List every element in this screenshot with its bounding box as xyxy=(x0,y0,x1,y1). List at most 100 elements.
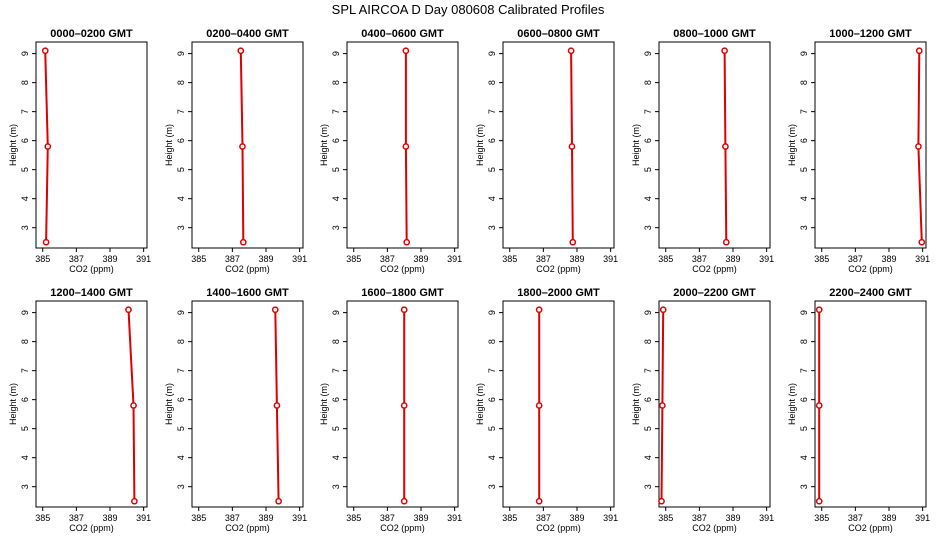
x-tick-label: 389 xyxy=(725,513,740,523)
y-tick-label: 3 xyxy=(487,225,497,230)
y-tick-label: 8 xyxy=(331,80,341,85)
data-point xyxy=(567,47,575,55)
y-tick-label: 5 xyxy=(643,167,653,172)
data-point xyxy=(400,497,408,505)
data-point xyxy=(44,143,52,150)
y-tick-label: 5 xyxy=(799,426,809,431)
x-tick-label: 387 xyxy=(692,513,707,523)
y-axis-label: Height (m) xyxy=(475,124,485,166)
data-point xyxy=(403,238,411,246)
data-point xyxy=(131,497,138,505)
y-tick-label: 5 xyxy=(487,426,497,431)
y-tick-label: 6 xyxy=(487,138,497,143)
y-tick-label: 3 xyxy=(20,484,30,489)
y-tick-label: 6 xyxy=(20,397,30,402)
y-tick-label: 4 xyxy=(331,196,341,201)
x-tick-label: 387 xyxy=(225,513,240,523)
y-tick-label: 3 xyxy=(20,225,30,230)
x-tick-label: 391 xyxy=(759,254,774,264)
x-tick-label: 385 xyxy=(502,254,517,264)
data-point xyxy=(721,47,728,55)
panel-title: 1600–1800 GMT xyxy=(361,287,444,299)
panel: 1000–1200 GMT 385 387 389 391 3 4 5 6 7 8 9 CO2 (ppm… xyxy=(787,28,930,274)
y-tick-label: 5 xyxy=(176,167,186,172)
plot-frame xyxy=(658,300,771,508)
y-tick-label: 9 xyxy=(176,51,186,56)
data-point xyxy=(815,402,823,409)
panel-title: 1800–2000 GMT xyxy=(517,287,600,299)
data-point xyxy=(237,47,245,55)
data-point xyxy=(535,497,543,505)
y-tick-label: 9 xyxy=(643,51,653,56)
data-point xyxy=(918,238,926,246)
x-tick-label: 391 xyxy=(292,513,307,523)
x-tick-label: 387 xyxy=(380,254,395,264)
panel-title: 2000–2200 GMT xyxy=(673,287,756,299)
plot-frame xyxy=(814,41,927,249)
x-tick-label: 387 xyxy=(69,254,84,264)
y-tick-label: 9 xyxy=(176,310,186,315)
y-tick-label: 8 xyxy=(643,80,653,85)
y-tick-label: 4 xyxy=(487,455,497,460)
data-point xyxy=(239,143,246,150)
y-tick-label: 6 xyxy=(176,138,186,143)
y-tick-label: 7 xyxy=(331,109,341,114)
y-tick-label: 4 xyxy=(643,196,653,201)
x-axis-label: CO2 (ppm) xyxy=(692,523,737,533)
y-tick-label: 5 xyxy=(20,426,30,431)
y-axis-label: Height (m) xyxy=(475,383,485,425)
y-tick-label: 6 xyxy=(799,138,809,143)
x-tick-label: 385 xyxy=(658,513,673,523)
y-axis-label: Height (m) xyxy=(319,124,329,166)
y-tick-label: 3 xyxy=(176,484,186,489)
x-tick-label: 389 xyxy=(569,254,584,264)
data-point xyxy=(915,47,923,55)
y-axis-label: Height (m) xyxy=(319,383,329,425)
panel-title: 0400–0600 GMT xyxy=(361,28,444,40)
x-axis-label: CO2 (ppm) xyxy=(225,264,270,274)
y-tick-label: 8 xyxy=(176,80,186,85)
panel-title: 0000–0200 GMT xyxy=(50,28,133,40)
x-tick-label: 391 xyxy=(136,513,151,523)
y-tick-label: 5 xyxy=(331,426,341,431)
x-tick-label: 385 xyxy=(658,254,673,264)
plot-frame xyxy=(658,41,771,249)
x-axis-label: CO2 (ppm) xyxy=(692,264,737,274)
y-tick-label: 7 xyxy=(799,109,809,114)
x-tick-label: 391 xyxy=(447,513,462,523)
panel-title: 1000–1200 GMT xyxy=(829,28,912,40)
x-tick-label: 389 xyxy=(102,254,117,264)
plot-frame xyxy=(191,41,304,249)
x-tick-label: 385 xyxy=(191,254,206,264)
y-tick-label: 7 xyxy=(643,109,653,114)
y-tick-label: 8 xyxy=(799,339,809,344)
x-tick-label: 385 xyxy=(346,513,361,523)
data-point xyxy=(722,238,730,246)
y-tick-label: 6 xyxy=(20,138,30,143)
panel: 0800–1000 GMT 385 387 389 391 3 4 5 6 7 8 9 CO2 (ppm… xyxy=(631,28,774,274)
y-tick-label: 5 xyxy=(799,167,809,172)
data-point xyxy=(659,306,667,314)
x-tick-label: 387 xyxy=(69,513,84,523)
x-tick-label: 387 xyxy=(848,513,863,523)
x-tick-label: 389 xyxy=(413,513,428,523)
panel-title: 0800–1000 GMT xyxy=(673,28,756,40)
y-tick-label: 7 xyxy=(20,368,30,373)
panel: 1600–1800 GMT 385 387 389 391 3 4 5 6 7 8 9 CO2 (ppm… xyxy=(319,287,462,533)
data-point xyxy=(915,143,922,150)
y-axis-label: Height (m) xyxy=(8,383,18,425)
x-axis-label: CO2 (ppm) xyxy=(69,264,114,274)
y-tick-label: 4 xyxy=(176,196,186,201)
x-tick-label: 387 xyxy=(536,513,551,523)
y-tick-label: 3 xyxy=(799,225,809,230)
data-point xyxy=(41,47,49,55)
y-axis-label: Height (m) xyxy=(631,383,641,425)
y-tick-label: 7 xyxy=(176,368,186,373)
y-tick-label: 7 xyxy=(20,109,30,114)
y-tick-label: 9 xyxy=(331,310,341,315)
y-tick-label: 6 xyxy=(643,397,653,402)
plot-frame xyxy=(502,41,615,249)
y-tick-label: 7 xyxy=(487,368,497,373)
data-point xyxy=(402,143,410,150)
panel: 1400–1600 GMT 385 387 389 391 3 4 5 6 7 8 9 CO2 (ppm… xyxy=(164,287,307,533)
